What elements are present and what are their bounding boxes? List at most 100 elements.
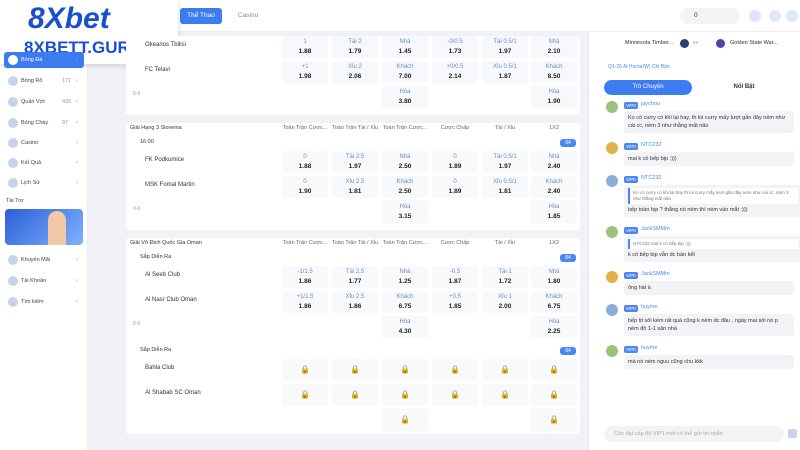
odds-cell[interactable]: 🔒 (432, 384, 478, 406)
message-bubble: mà nó ném nguu cũng chu kkk (624, 355, 794, 369)
odds-cell[interactable]: Tài 2 1.79 (332, 36, 378, 58)
odds-cell[interactable]: 🔒 (531, 409, 577, 431)
odds-cell[interactable]: 🔒 (382, 359, 428, 381)
icon-button[interactable] (769, 10, 781, 22)
sidebar-label[interactable]: Tài Khoản (21, 278, 47, 284)
odds-cell[interactable]: Xỉu 0.5/1 1.81 (482, 176, 528, 198)
chevron: › (76, 78, 78, 84)
odds-cell[interactable]: Hòa 3.15 (382, 201, 428, 223)
odds-cell[interactable]: +1/1.5 1.86 (282, 291, 328, 313)
odds-cell[interactable]: 0 1.88 (282, 151, 328, 173)
odds-label: Hòa (548, 204, 560, 210)
more-badge[interactable]: 84 (560, 139, 576, 147)
odds-cell[interactable]: 🔒 (282, 359, 328, 381)
odds-cell[interactable]: Khách 7.00 (382, 61, 428, 83)
odds-label: -0.5 (449, 269, 461, 275)
balance[interactable]: 0 (680, 8, 740, 24)
odds-cell[interactable]: 0 1.90 (282, 176, 328, 198)
vip-badge: VIP0 (624, 272, 638, 279)
odds-cell[interactable]: Nhà 2.40 (531, 151, 577, 173)
odds-cell[interactable]: Tài 1 1.72 (482, 266, 528, 288)
quoted-message: NTC232 mai k có bếp bịp :))) (628, 239, 798, 249)
column-header: 1X2 (549, 125, 559, 131)
odds-value: 8.50 (547, 73, 561, 80)
odds-cell[interactable]: Khách 2.40 (531, 176, 577, 198)
chat-tab-active[interactable]: Trò Chuyện (604, 80, 692, 95)
odds-cell[interactable]: 🔒 (531, 384, 577, 406)
odds-label: Khách (396, 179, 414, 185)
odds-cell[interactable]: Nhà 2.10 (531, 36, 577, 58)
odds-cell[interactable]: Tài 2.5 1.77 (332, 266, 378, 288)
odds-cell[interactable]: -0/0.5 1.73 (432, 36, 478, 58)
odds-value: 1.97 (348, 163, 362, 170)
odds-cell[interactable]: +1 1.98 (282, 61, 328, 83)
more-badge[interactable]: 84 (560, 347, 576, 355)
odds-cell[interactable]: Hòa 3.80 (382, 86, 428, 108)
odds-cell[interactable]: Khách 2.50 (382, 176, 428, 198)
sidebar-label[interactable]: Khuyến Mãi (21, 257, 51, 263)
odds-label: -0/0.5 (447, 39, 463, 45)
odds-cell[interactable]: Nhà 1.80 (531, 266, 577, 288)
odds-cell[interactable]: +0/0.5 2.14 (432, 61, 478, 83)
odds-cell[interactable]: Khách 6.75 (531, 291, 577, 313)
odds-cell[interactable]: Xỉu 2.5 1.81 (332, 176, 378, 198)
odds-value: 1.79 (348, 48, 362, 55)
odds-cell[interactable]: Hòa 1.90 (531, 86, 577, 108)
odds-cell[interactable]: 1 1.88 (282, 36, 328, 58)
message-bubble: bếp tịt sôi kém rất quá cũng k ném dc đâ… (624, 314, 794, 336)
odds-cell[interactable]: 🔒 (482, 359, 528, 381)
user-name: huyme (641, 304, 658, 310)
odds-cell[interactable]: Khách 6.75 (382, 291, 428, 313)
chevron: › (76, 257, 78, 263)
icon-button[interactable] (786, 10, 798, 22)
tab-casino[interactable]: Casino (238, 12, 259, 19)
odds-cell[interactable]: Nhà 2.50 (382, 151, 428, 173)
odds-value: 2.40 (547, 163, 561, 170)
odds-cell[interactable]: Tài 0.5/1 1.97 (482, 36, 528, 58)
odds-cell[interactable]: 🔒 (332, 359, 378, 381)
odds-cell[interactable]: Hòa 2.25 (531, 316, 577, 338)
odds-cell[interactable]: -0.5 1.87 (432, 266, 478, 288)
odds-cell[interactable]: Xỉu 2.5 1.86 (332, 291, 378, 313)
match-status: 16:00 (140, 139, 154, 145)
odds-cell[interactable]: Xỉu 2 2.06 (332, 61, 378, 83)
user-name: jaychou (641, 101, 660, 107)
chat-tab[interactable]: Nổi Bật (733, 84, 755, 90)
odds-cell[interactable]: Khách 8.50 (531, 61, 577, 83)
odds-cell[interactable]: Tài 0.5/1 1.97 (482, 151, 528, 173)
column-header: Toàn Trận Tài / Xỉu (331, 125, 379, 131)
odds-cell[interactable]: 0 1.89 (432, 176, 478, 198)
odds-value: 1.97 (498, 163, 512, 170)
odds-cell[interactable]: Tài 2.5 1.97 (332, 151, 378, 173)
odds-cell[interactable]: Hòa 4.30 (382, 316, 428, 338)
odds-cell[interactable]: 0 1.89 (432, 151, 478, 173)
chat-input[interactable]: Cần đạt cấp độ VIP1 mới có thể gửi tin n… (604, 426, 784, 442)
sidebar-item[interactable] (4, 52, 84, 68)
odds-cell[interactable]: 🔒 (432, 359, 478, 381)
sidebar-label: Bóng Rổ (21, 78, 43, 84)
odds-cell[interactable]: Hòa 1.85 (531, 201, 577, 223)
odds-cell[interactable]: 🔒 (332, 384, 378, 406)
odds-cell[interactable]: 🔒 (482, 384, 528, 406)
odds-cell[interactable]: -1/1.5 1.86 (282, 266, 328, 288)
tab-sport[interactable]: Thể Thao (180, 8, 222, 24)
more-badge[interactable]: 84 (560, 254, 576, 262)
odds-cell[interactable]: Nhà 1.45 (382, 36, 428, 58)
odds-value: 2.10 (547, 48, 561, 55)
odds-label: 0 (453, 179, 457, 185)
match-score: 0-0 (133, 321, 141, 327)
sidebar-label[interactable]: Tìm kiếm (21, 299, 44, 305)
odds-cell[interactable]: 🔒 (531, 359, 577, 381)
odds-cell[interactable]: 🔒 (382, 409, 428, 431)
send-icon[interactable] (788, 429, 797, 438)
icon-button[interactable] (749, 10, 761, 22)
odds-cell[interactable]: Xỉu 1 2.00 (482, 291, 528, 313)
odds-cell[interactable]: Xỉu 0.5/1 1.87 (482, 61, 528, 83)
odds-label: +0/0.5 (446, 64, 464, 70)
odds-cell[interactable]: 🔒 (282, 384, 328, 406)
odds-cell[interactable]: Nhà 1.25 (382, 266, 428, 288)
odds-cell[interactable]: 🔒 (382, 384, 428, 406)
vip-badge: VIP0 (624, 346, 638, 353)
odds-cell[interactable]: +0.5 1.85 (432, 291, 478, 313)
